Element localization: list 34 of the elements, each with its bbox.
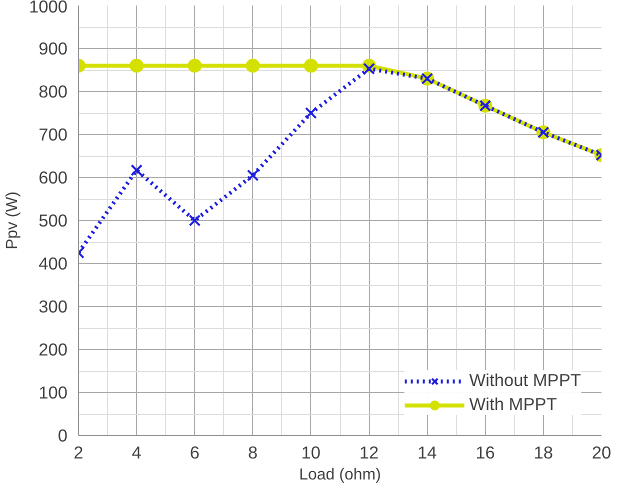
y-tick-label: 100 — [38, 382, 68, 402]
y-tick-label: 900 — [38, 38, 68, 58]
point — [363, 62, 376, 75]
point — [246, 169, 259, 182]
legend-label: With MPPT — [469, 394, 557, 415]
y-tick-label: 300 — [38, 296, 68, 316]
x-axis-title: Load (ohm) — [299, 466, 381, 484]
y-tick-label: 700 — [38, 124, 68, 144]
x-tick-label: 4 — [132, 442, 142, 462]
y-tick-label: 600 — [38, 168, 68, 188]
point — [188, 214, 201, 226]
y-tick-label: 0 — [58, 426, 68, 446]
legend-label: Without MPPT — [469, 370, 581, 391]
point — [304, 107, 317, 119]
y-tick-label: 400 — [38, 254, 68, 274]
x-tick-label: 18 — [534, 442, 554, 462]
y-tick-label: 200 — [38, 340, 68, 360]
y-axis-title: Ppv (W) — [4, 192, 21, 250]
point — [246, 58, 260, 73]
x-tick-label: 6 — [190, 442, 200, 462]
point — [188, 58, 202, 73]
x-tick-label: 12 — [359, 442, 379, 462]
x-tick-label: 10 — [301, 442, 321, 462]
x-tick-label: 2 — [74, 442, 84, 462]
y-tick-label: 500 — [38, 210, 68, 230]
y-tick-label: 1000 — [28, 0, 68, 16]
x-tick-label: 14 — [418, 442, 438, 462]
x-tick-label: 20 — [592, 442, 612, 462]
x-tick-label: 8 — [248, 442, 258, 462]
x-tick-label: 16 — [476, 442, 495, 462]
point — [304, 58, 318, 73]
point — [130, 58, 144, 73]
point — [130, 164, 143, 176]
y-tick-label: 800 — [38, 82, 68, 102]
